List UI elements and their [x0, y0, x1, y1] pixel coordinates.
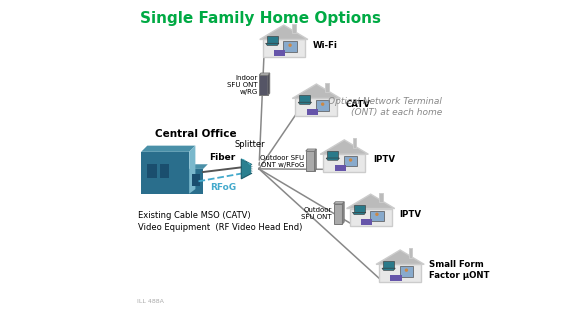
Polygon shape: [295, 98, 338, 116]
Text: Small Form
Factor μONT: Small Form Factor μONT: [429, 260, 490, 280]
Polygon shape: [314, 149, 316, 171]
Polygon shape: [350, 208, 392, 226]
Text: Existing Cable MSO (CATV): Existing Cable MSO (CATV): [138, 211, 251, 220]
Bar: [259, 75, 268, 95]
Polygon shape: [323, 154, 365, 172]
Text: IPTV: IPTV: [374, 156, 396, 165]
Bar: [325, 83, 328, 92]
Polygon shape: [382, 268, 396, 270]
Text: RFoG: RFoG: [210, 183, 236, 192]
Circle shape: [375, 213, 379, 216]
Polygon shape: [334, 202, 344, 204]
Bar: [193, 174, 200, 186]
Polygon shape: [376, 250, 424, 264]
Polygon shape: [189, 169, 203, 194]
Text: Splitter: Splitter: [234, 140, 265, 149]
Text: Single Family Home Options: Single Family Home Options: [140, 11, 380, 26]
Polygon shape: [342, 202, 344, 224]
Bar: [307, 109, 318, 115]
Polygon shape: [292, 84, 340, 98]
Bar: [353, 138, 357, 148]
Text: Outdoor SFU
ONT w/RFoG: Outdoor SFU ONT w/RFoG: [260, 155, 304, 168]
Text: Video Equipment  (RF Video Head End): Video Equipment (RF Video Head End): [138, 223, 302, 232]
Bar: [361, 219, 372, 225]
Polygon shape: [327, 151, 338, 158]
Polygon shape: [347, 194, 395, 208]
Bar: [335, 165, 346, 171]
Text: CATV: CATV: [346, 100, 370, 109]
Polygon shape: [379, 264, 421, 282]
Text: Wi-Fi: Wi-Fi: [313, 41, 338, 50]
Polygon shape: [241, 159, 252, 179]
Bar: [316, 100, 329, 111]
Text: Outdoor
SFU ONT: Outdoor SFU ONT: [302, 208, 332, 220]
Text: Central Office: Central Office: [155, 130, 237, 139]
Polygon shape: [306, 149, 316, 151]
Polygon shape: [189, 164, 208, 169]
Circle shape: [405, 269, 408, 272]
Bar: [400, 266, 413, 277]
Polygon shape: [259, 73, 270, 75]
Polygon shape: [141, 152, 189, 194]
Text: Optical Network Terminal
(ONT) at each home: Optical Network Terminal (ONT) at each h…: [328, 97, 442, 116]
Text: IPTV: IPTV: [400, 210, 422, 219]
Bar: [390, 275, 401, 281]
Polygon shape: [263, 39, 304, 57]
Polygon shape: [266, 43, 279, 45]
Bar: [306, 151, 314, 171]
Circle shape: [288, 44, 292, 47]
Polygon shape: [320, 140, 368, 154]
Bar: [408, 249, 412, 258]
Bar: [274, 50, 285, 56]
Bar: [283, 42, 297, 52]
Polygon shape: [353, 212, 366, 214]
Circle shape: [321, 102, 324, 106]
Bar: [344, 156, 357, 167]
Polygon shape: [298, 102, 311, 105]
Bar: [379, 192, 383, 203]
Text: ILL 488A: ILL 488A: [137, 299, 164, 304]
Polygon shape: [267, 36, 278, 43]
Bar: [370, 211, 384, 221]
Polygon shape: [299, 95, 310, 102]
Bar: [160, 164, 169, 178]
Polygon shape: [326, 158, 339, 160]
Bar: [334, 204, 342, 224]
Bar: [292, 23, 296, 33]
Circle shape: [349, 158, 352, 162]
Polygon shape: [141, 146, 195, 152]
Polygon shape: [354, 205, 365, 212]
Bar: [147, 164, 157, 178]
Polygon shape: [189, 146, 195, 194]
Polygon shape: [260, 25, 308, 39]
Text: Fiber: Fiber: [209, 153, 235, 162]
Polygon shape: [268, 73, 270, 95]
Polygon shape: [383, 261, 394, 268]
Text: Indoor
SFU ONT
w/RG: Indoor SFU ONT w/RG: [227, 75, 258, 95]
Polygon shape: [241, 159, 252, 165]
